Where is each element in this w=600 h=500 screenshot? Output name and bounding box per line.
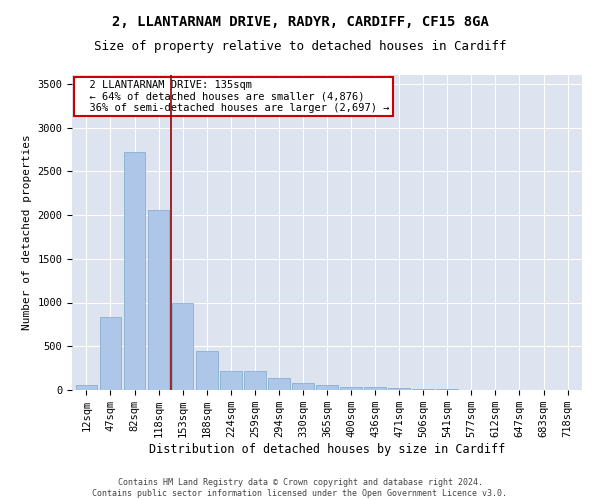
Bar xyxy=(388,388,410,390)
Bar xyxy=(172,302,193,390)
Bar xyxy=(148,210,169,390)
Bar xyxy=(220,371,242,390)
Bar xyxy=(244,371,266,390)
Bar xyxy=(340,386,362,390)
Bar xyxy=(268,378,290,390)
Bar xyxy=(196,350,218,390)
Text: Size of property relative to detached houses in Cardiff: Size of property relative to detached ho… xyxy=(94,40,506,53)
Bar xyxy=(412,389,434,390)
Bar xyxy=(76,385,97,390)
Bar xyxy=(292,383,314,390)
Bar xyxy=(124,152,145,390)
Text: 2 LLANTARNAM DRIVE: 135sqm
  ← 64% of detached houses are smaller (4,876)
  36% : 2 LLANTARNAM DRIVE: 135sqm ← 64% of deta… xyxy=(77,80,389,113)
Bar xyxy=(100,316,121,390)
Bar xyxy=(316,385,338,390)
Y-axis label: Number of detached properties: Number of detached properties xyxy=(22,134,32,330)
Text: Contains HM Land Registry data © Crown copyright and database right 2024.
Contai: Contains HM Land Registry data © Crown c… xyxy=(92,478,508,498)
X-axis label: Distribution of detached houses by size in Cardiff: Distribution of detached houses by size … xyxy=(149,443,505,456)
Bar xyxy=(364,387,386,390)
Text: 2, LLANTARNAM DRIVE, RADYR, CARDIFF, CF15 8GA: 2, LLANTARNAM DRIVE, RADYR, CARDIFF, CF1… xyxy=(112,15,488,29)
